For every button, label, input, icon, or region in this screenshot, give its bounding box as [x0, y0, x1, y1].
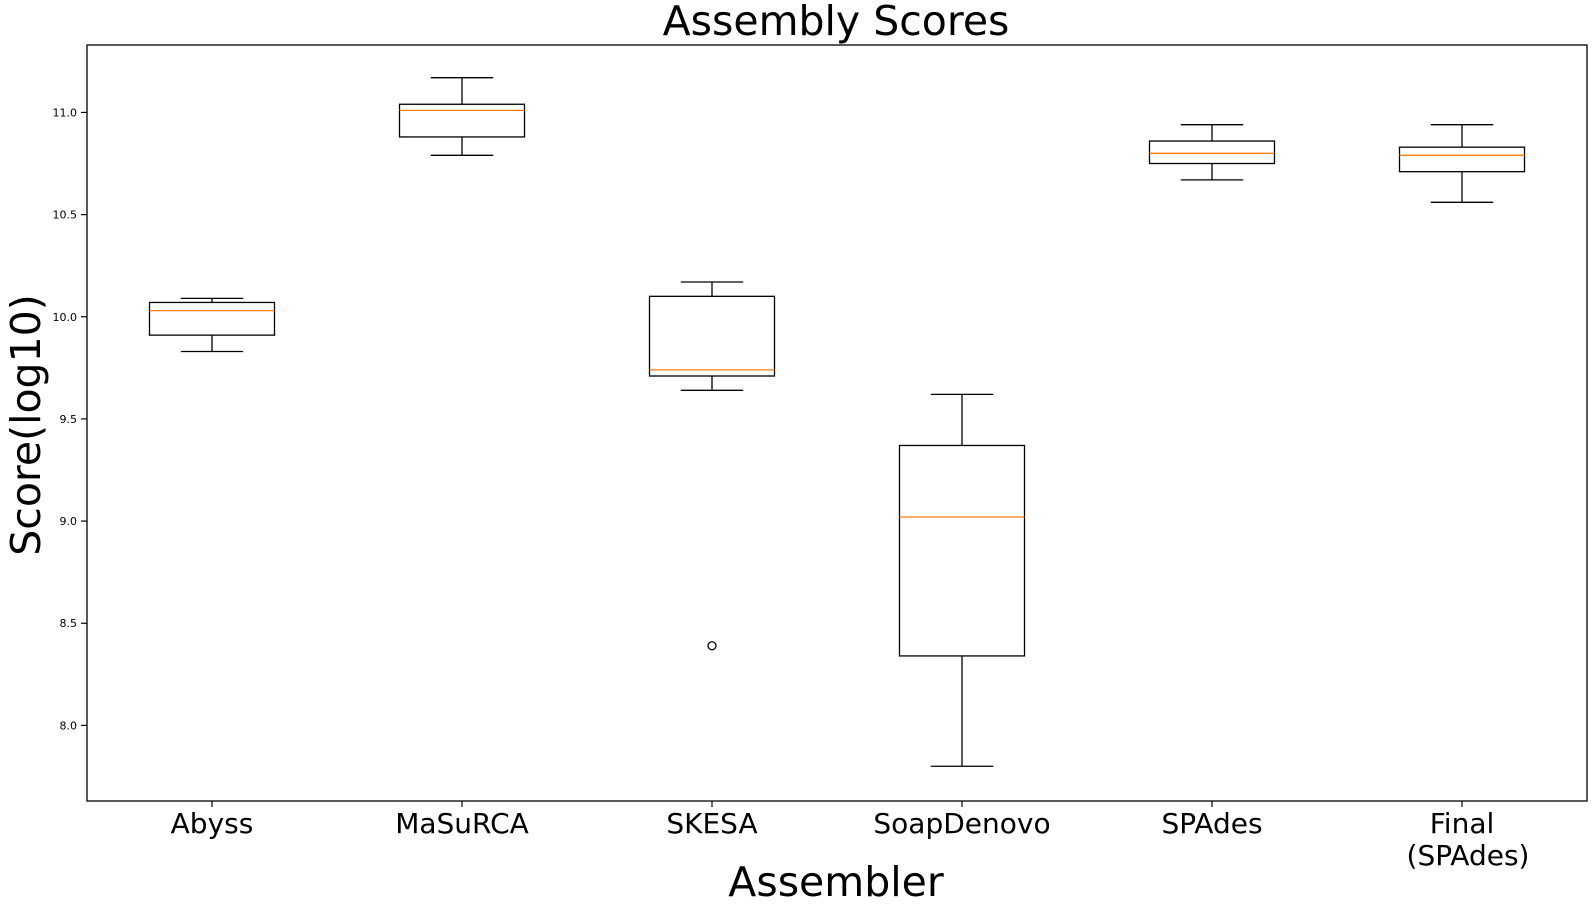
- x-tick-label-line: SoapDenovo: [873, 807, 1050, 840]
- x-tick-label: SPAdes: [1161, 807, 1262, 840]
- x-tick-label-line: Abyss: [171, 807, 254, 840]
- x-tick-label-line: SPAdes: [1161, 807, 1262, 840]
- y-axis: 8.0 8.5 9.0 9.5 10.0 10.5 11.0: [53, 106, 87, 732]
- box-iqr: [898, 444, 1026, 657]
- box-iqr: [148, 301, 276, 336]
- box-iqr: [1148, 140, 1276, 165]
- outlier-point: [707, 641, 717, 651]
- box-iqr: [398, 103, 526, 138]
- x-tick-label-line: SKESA: [666, 807, 757, 840]
- box-soapdenovo: [898, 393, 1026, 767]
- plot-area-frame: [86, 44, 1588, 802]
- box-final-spades: [1398, 124, 1526, 203]
- x-tick-label-line: MaSuRCA: [395, 807, 529, 840]
- y-tick-label: 8.0: [60, 719, 78, 732]
- x-tick-label-line: Final: [1430, 807, 1495, 840]
- y-tick-label: 10.5: [53, 209, 78, 222]
- x-tick-label: MaSuRCA: [395, 807, 529, 840]
- x-tick-label: SKESA: [666, 807, 757, 840]
- box-iqr: [648, 295, 776, 377]
- y-axis-label: Score(log10): [2, 294, 50, 556]
- boxes-group: [148, 77, 1526, 767]
- x-tick-label: Final (SPAdes): [1407, 807, 1530, 872]
- y-tick-label: 10.0: [53, 311, 78, 324]
- x-tick-label-line: (SPAdes): [1407, 839, 1530, 872]
- box-iqr: [1398, 146, 1526, 173]
- y-tick-label: 8.5: [60, 617, 78, 630]
- x-tick-label: SoapDenovo: [873, 807, 1050, 840]
- box-skesa: [648, 281, 776, 651]
- x-axis: Abyss MaSuRCA SKESA SoapDenovo SPAdes Final (S…: [171, 801, 1530, 872]
- chart-title: Assembly Scores: [663, 0, 1010, 45]
- box-masurca: [398, 77, 526, 156]
- x-tick-label: Abyss: [171, 807, 254, 840]
- x-axis-label: Assembler: [728, 858, 944, 902]
- y-tick-label: 11.0: [53, 106, 78, 119]
- box-spades: [1148, 124, 1276, 181]
- y-tick-label: 9.0: [60, 515, 78, 528]
- box-abyss: [148, 297, 276, 353]
- y-tick-label: 9.5: [60, 413, 78, 426]
